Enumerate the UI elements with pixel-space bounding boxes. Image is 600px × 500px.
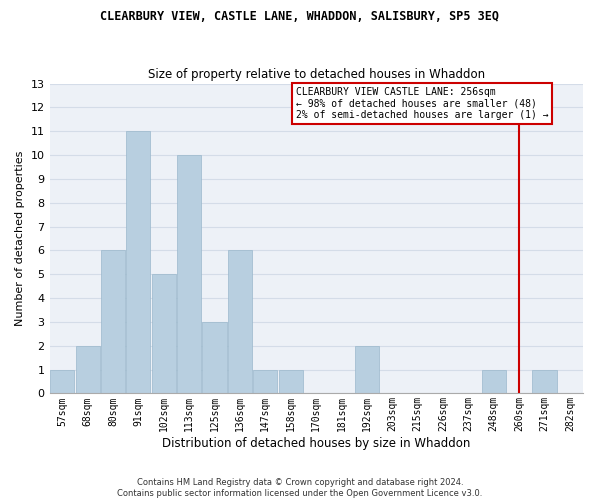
Bar	[482, 370, 506, 394]
Bar	[278, 370, 303, 394]
Bar	[177, 155, 201, 394]
Text: CLEARBURY VIEW, CASTLE LANE, WHADDON, SALISBURY, SP5 3EQ: CLEARBURY VIEW, CASTLE LANE, WHADDON, SA…	[101, 10, 499, 23]
Bar	[202, 322, 227, 394]
Bar	[228, 250, 252, 394]
Title: Size of property relative to detached houses in Whaddon: Size of property relative to detached ho…	[148, 68, 485, 81]
Bar	[355, 346, 379, 394]
Bar	[101, 250, 125, 394]
Bar	[76, 346, 100, 394]
Y-axis label: Number of detached properties: Number of detached properties	[15, 151, 25, 326]
Bar	[532, 370, 557, 394]
Bar	[50, 370, 74, 394]
Text: Contains HM Land Registry data © Crown copyright and database right 2024.
Contai: Contains HM Land Registry data © Crown c…	[118, 478, 482, 498]
Bar	[127, 131, 151, 394]
Text: CLEARBURY VIEW CASTLE LANE: 256sqm
← 98% of detached houses are smaller (48)
2% : CLEARBURY VIEW CASTLE LANE: 256sqm ← 98%…	[296, 87, 548, 120]
Bar	[253, 370, 277, 394]
X-axis label: Distribution of detached houses by size in Whaddon: Distribution of detached houses by size …	[162, 437, 470, 450]
Bar	[152, 274, 176, 394]
